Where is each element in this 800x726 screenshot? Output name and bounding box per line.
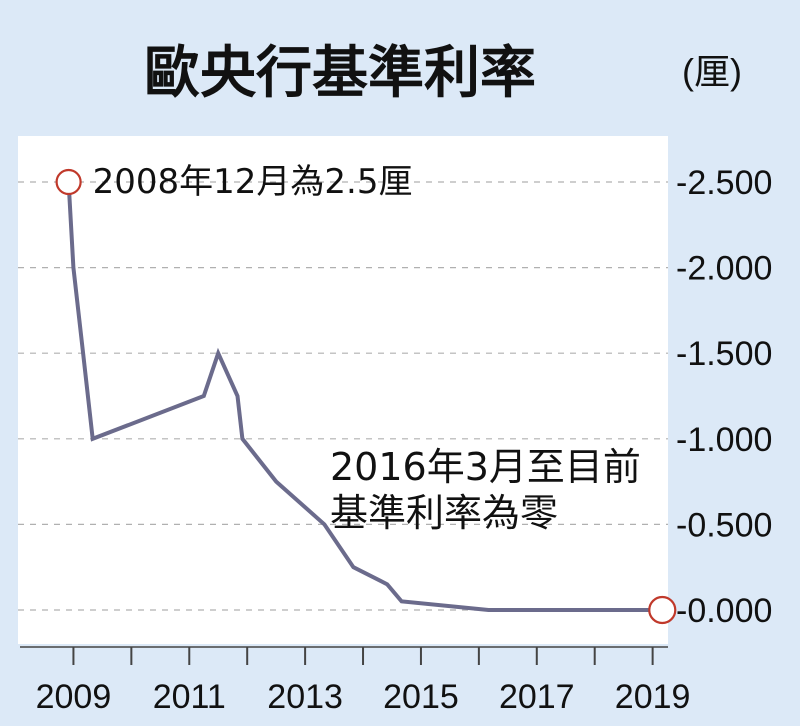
x-axis: 2009 2011 2013 2015 2017 2019 [20,646,691,716]
y-axis: -2.500 -2.000 -1.500 -1.000 -0.500 -0.000 [676,164,772,630]
x-tick-label-0: 2009 [36,678,112,716]
end-annotation-line-0: 2016年3月至目前 [330,445,641,489]
y-tick-label-3: -1.000 [676,421,772,459]
chart-title: 歐央行基準利率 [144,41,536,106]
y-tick-label-1: -2.000 [676,250,772,288]
x-tick-label-3: 2015 [383,678,459,716]
x-tick-label-5: 2019 [615,678,691,716]
start-annotation: 2008年12月為2.5厘 [93,162,413,202]
gridlines [18,181,668,611]
y-tick-label-0: -2.500 [676,164,772,202]
end-annotation-line-1: 基準利率為零 [330,491,558,535]
x-tick-label-4: 2017 [499,678,575,716]
series-layer [66,181,663,612]
y-tick-label-4: -0.500 [676,506,772,544]
start-marker [55,168,82,196]
y-tick-label-5: -0.000 [676,592,772,630]
series-line-0 [66,181,663,612]
x-tick-label-1: 2011 [153,678,226,716]
plot-area [18,136,668,644]
end-marker [648,595,677,625]
unit-label: (厘) [682,51,742,92]
x-tick-label-2: 2013 [267,678,343,716]
y-tick-label-2: -1.500 [676,335,772,373]
